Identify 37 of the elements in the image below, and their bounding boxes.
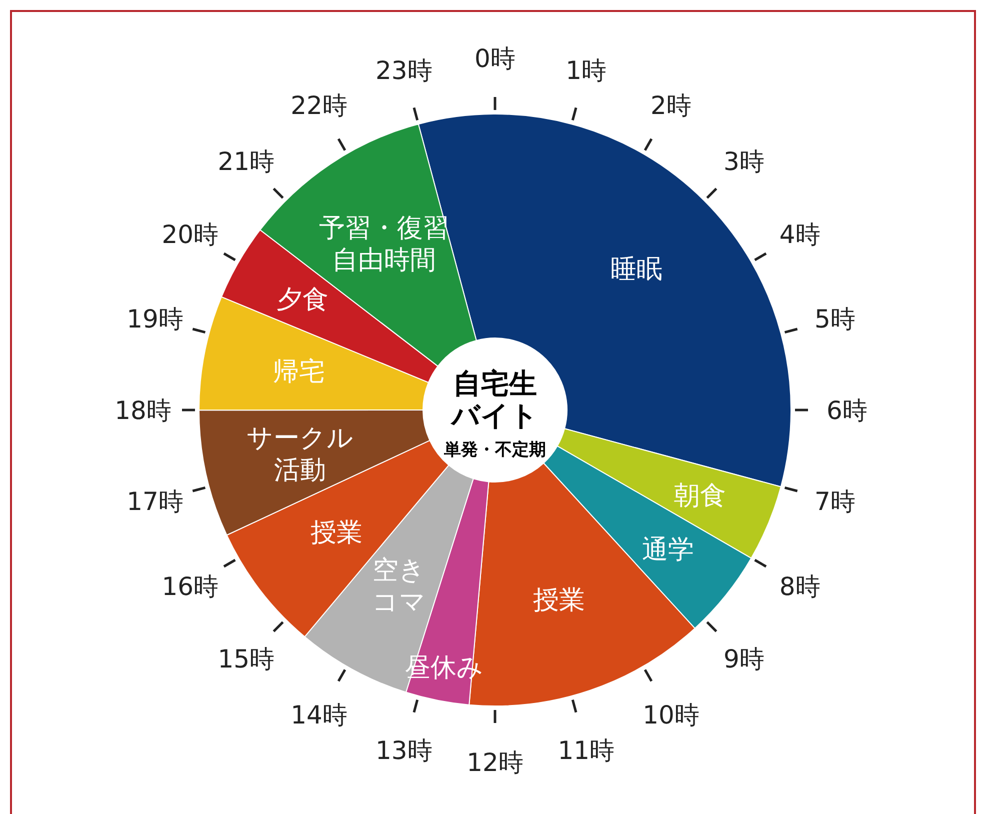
slice-label: 授業 bbox=[533, 585, 586, 616]
text: 7時 bbox=[814, 486, 856, 516]
text: 19時 bbox=[126, 304, 184, 334]
text: 9時 bbox=[723, 644, 764, 674]
text: 10時 bbox=[642, 700, 700, 730]
slice-label: 帰宅 bbox=[272, 357, 325, 388]
text: 12時 bbox=[466, 748, 524, 777]
text: 4時 bbox=[779, 220, 820, 249]
slice-label: 授業 bbox=[310, 518, 362, 548]
slice-label: 通学 bbox=[642, 535, 694, 566]
slice-label: 予習・復習自由時間 bbox=[318, 214, 449, 276]
text: 自宅生 bbox=[453, 367, 537, 400]
slice-label: 空きコマ bbox=[372, 555, 426, 618]
text: 17時 bbox=[126, 486, 184, 516]
slice-label: 睡眠 bbox=[610, 254, 662, 285]
text: 単発・不定期 bbox=[443, 440, 546, 460]
text: 15時 bbox=[218, 644, 275, 674]
text: 1時 bbox=[566, 56, 607, 85]
text: 16時 bbox=[162, 572, 219, 601]
text: 13時 bbox=[375, 736, 432, 765]
text: 2時 bbox=[650, 90, 692, 120]
text: 8時 bbox=[779, 572, 820, 601]
text: 0時 bbox=[474, 44, 516, 73]
slice-label: 朝食 bbox=[674, 481, 726, 512]
text: 5時 bbox=[814, 304, 856, 334]
text: 23時 bbox=[375, 56, 432, 85]
text: 22時 bbox=[290, 90, 348, 120]
text: 18時 bbox=[114, 396, 172, 425]
text: 11時 bbox=[558, 736, 615, 765]
text: 3時 bbox=[723, 146, 764, 176]
text: 20時 bbox=[162, 220, 219, 249]
text: 6時 bbox=[826, 396, 868, 425]
text: バイト bbox=[450, 399, 538, 432]
slice-label: 夕食 bbox=[276, 285, 329, 316]
text: 21時 bbox=[218, 146, 275, 176]
slice-label: サークル活動 bbox=[246, 423, 354, 486]
text: 14時 bbox=[290, 700, 348, 730]
